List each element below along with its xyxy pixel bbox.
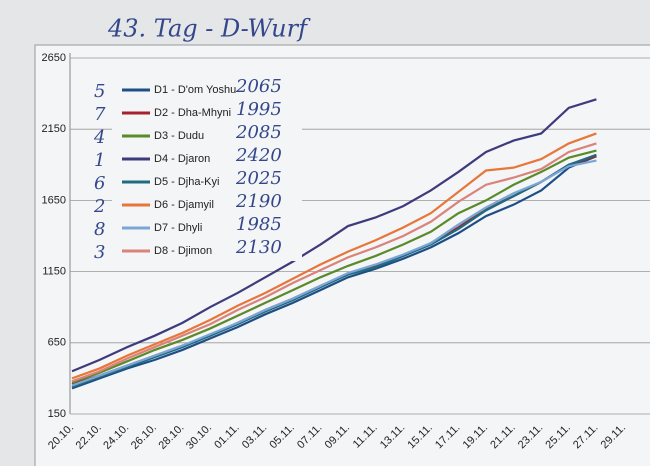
weight-note: 1995 bbox=[236, 99, 282, 120]
legend-label: D7 - Dhyli bbox=[154, 222, 202, 234]
rank-note: 1 bbox=[94, 150, 105, 171]
legend-box bbox=[112, 149, 302, 169]
y-tick-label: 1650 bbox=[42, 194, 66, 206]
weight-note: 2025 bbox=[235, 168, 282, 189]
legend-label: D6 - Djamyil bbox=[154, 199, 214, 211]
weight-note: 2190 bbox=[235, 191, 282, 212]
legend-label: D4 - Djaron bbox=[154, 153, 210, 165]
rank-note: 7 bbox=[94, 104, 106, 125]
series-line bbox=[71, 98, 597, 373]
weight-note: 2065 bbox=[235, 76, 282, 97]
series-line bbox=[71, 159, 597, 387]
rank-note: 6 bbox=[94, 173, 105, 194]
series-line bbox=[71, 153, 597, 388]
rank-note: 5 bbox=[94, 81, 105, 102]
weight-note: 1985 bbox=[236, 214, 282, 235]
y-tick-label: 650 bbox=[48, 337, 66, 349]
legend-box bbox=[112, 126, 302, 146]
legend-label: D1 - D'om Yoshu bbox=[154, 84, 236, 96]
chart-title: 43. Tag - D-Wurf bbox=[107, 15, 311, 43]
rank-note: 8 bbox=[94, 219, 105, 240]
y-tick-label: 2150 bbox=[42, 123, 66, 135]
series-line bbox=[71, 142, 597, 383]
y-tick-label: 1150 bbox=[42, 266, 66, 278]
rank-note: 4 bbox=[93, 127, 105, 148]
y-tick-label: 150 bbox=[48, 408, 66, 420]
rank-note: 2 bbox=[93, 196, 105, 217]
legend-label: D5 - Djha-Kyi bbox=[154, 176, 219, 188]
legend-box bbox=[112, 103, 302, 123]
y-tick-label: 2650 bbox=[42, 52, 66, 64]
weight-note: 2130 bbox=[235, 237, 282, 258]
series-line bbox=[71, 149, 597, 384]
legend-box bbox=[112, 172, 302, 192]
series-line bbox=[71, 132, 597, 380]
rank-note: 3 bbox=[94, 242, 105, 263]
weight-note: 2085 bbox=[235, 122, 282, 143]
legend-label: D2 - Dha-Mhyni bbox=[154, 107, 231, 119]
legend-box bbox=[112, 218, 302, 238]
series-line bbox=[71, 155, 597, 390]
legend-box bbox=[112, 195, 302, 215]
legend-label: D8 - Djimon bbox=[154, 245, 212, 257]
legend-label: D3 - Dudu bbox=[154, 130, 204, 142]
legend-box bbox=[112, 80, 302, 100]
legend-box bbox=[112, 241, 302, 261]
weight-note: 2420 bbox=[235, 145, 282, 166]
